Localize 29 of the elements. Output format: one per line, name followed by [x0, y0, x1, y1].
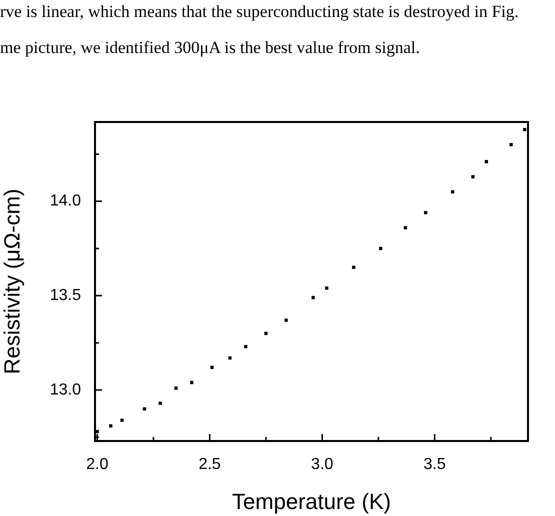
- x-tick-label: 2.5: [198, 456, 221, 474]
- y-axis-title: Resistivity (μΩ-cm): [0, 188, 24, 374]
- point: [379, 246, 382, 250]
- point: [325, 286, 328, 290]
- point: [312, 296, 315, 300]
- x-tick-label: 2.0: [86, 456, 108, 474]
- point: [404, 226, 408, 230]
- x-tick-label: 3.5: [424, 456, 446, 474]
- point: [284, 318, 288, 322]
- point: [352, 266, 356, 269]
- y-tick-label: 13.5: [50, 287, 82, 304]
- point: [471, 175, 475, 178]
- point: [484, 160, 488, 164]
- point: [158, 402, 162, 405]
- point: [174, 386, 178, 390]
- point: [120, 418, 124, 422]
- x-axis-title: Temperature (K): [232, 488, 391, 514]
- point: [109, 424, 112, 428]
- point: [510, 143, 513, 146]
- point: [451, 190, 454, 194]
- point: [523, 128, 526, 132]
- text: rve is linear, which means that the superconducting state is destroyed in Fig.: [0, 2, 519, 22]
- x-tick-label: 3.0: [311, 456, 334, 474]
- point: [190, 380, 194, 384]
- y-tick-label: 14.0: [50, 192, 82, 210]
- point: [244, 344, 248, 348]
- point: [424, 210, 428, 214]
- text: me picture, we identified 300μA is the best value from signal.: [0, 38, 420, 58]
- y-tick-label: 13.0: [50, 381, 82, 398]
